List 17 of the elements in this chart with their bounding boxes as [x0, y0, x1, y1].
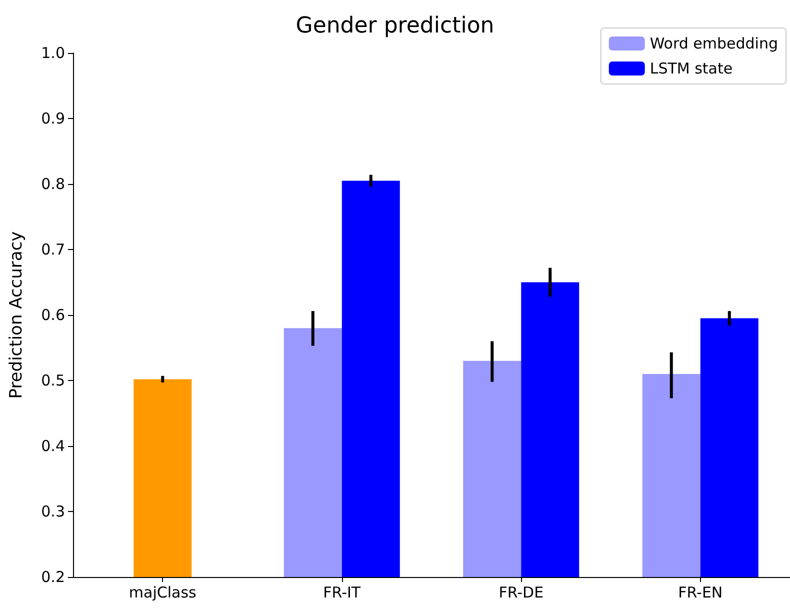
- y-tick-label: 0.2: [41, 568, 65, 586]
- y-tick-label: 0.7: [41, 240, 65, 258]
- x-tick-label: FR-IT: [323, 584, 362, 602]
- y-tick-label: 0.8: [41, 175, 65, 193]
- x-tick-label: majClass: [128, 584, 197, 602]
- legend-label: LSTM state: [650, 60, 733, 78]
- legend-label: Word embedding: [650, 34, 778, 52]
- y-tick-label: 0.3: [41, 502, 65, 520]
- y-tick-label: 0.4: [41, 437, 65, 455]
- chart-title: Gender prediction: [296, 14, 494, 38]
- x-tick-label: FR-DE: [498, 584, 544, 602]
- y-axis-title: Prediction Accuracy: [6, 231, 26, 399]
- y-tick-label: 0.5: [41, 372, 65, 390]
- y-tick-label: 0.9: [41, 110, 65, 128]
- y-tick-label: 1.0: [41, 44, 65, 62]
- y-tick-label: 0.6: [41, 306, 65, 324]
- x-tick-label: FR-EN: [678, 584, 723, 602]
